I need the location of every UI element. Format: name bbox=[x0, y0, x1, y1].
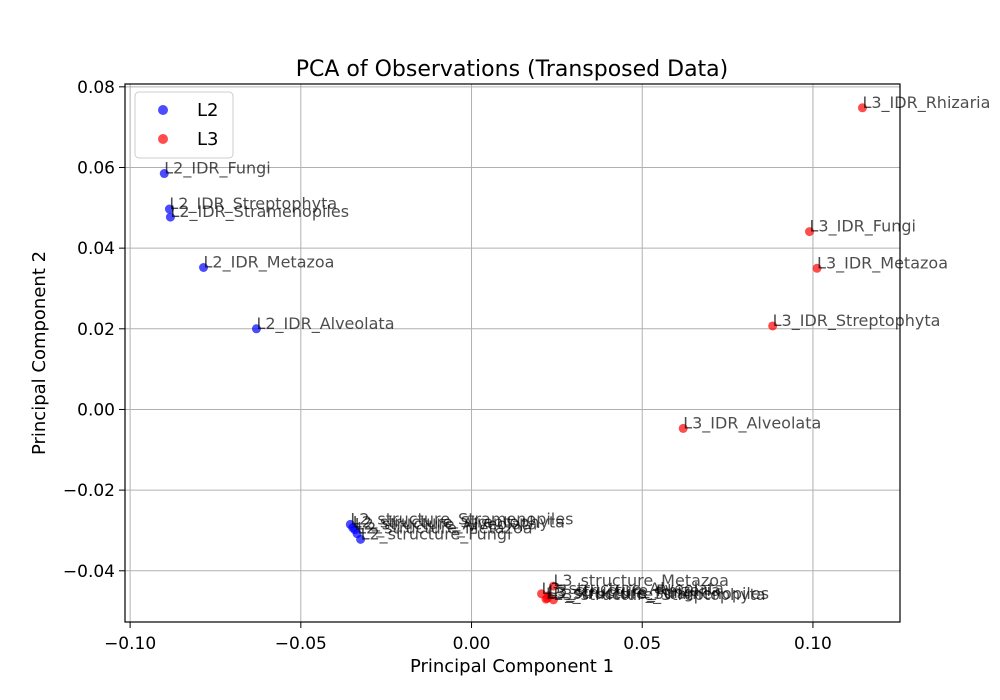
x-tick-label: −0.05 bbox=[275, 634, 327, 654]
point-label: L2_IDR_Alveolata bbox=[256, 314, 394, 334]
point-label: L2_IDR_Metazoa bbox=[204, 253, 335, 273]
legend-marker-l3 bbox=[158, 134, 168, 144]
data-point-l3 bbox=[548, 595, 558, 605]
data-point-l3 bbox=[548, 581, 558, 591]
point-label: L3_IDR_Streptophyta bbox=[773, 311, 941, 331]
point-label: L2_IDR_Stramenopiles bbox=[170, 202, 349, 222]
y-axis-label: Principal Component 2 bbox=[29, 251, 50, 455]
x-tick-label: 0.00 bbox=[453, 634, 491, 654]
point-label: L3_structure_Stramenopiles bbox=[546, 584, 769, 604]
data-point-l3 bbox=[678, 423, 688, 433]
legend-marker-l2 bbox=[158, 105, 168, 115]
point-label: L2_structure_Fungi bbox=[361, 524, 512, 544]
data-point-l3 bbox=[768, 321, 778, 331]
point-label: L3_IDR_Alveolata bbox=[683, 413, 821, 433]
data-point-l2 bbox=[165, 212, 175, 222]
legend-label-l3: L3 bbox=[197, 129, 218, 150]
y-tick-label: 0.08 bbox=[77, 78, 115, 98]
point-label: L2_structure_Streptophyta bbox=[353, 513, 565, 533]
point-label: L3_structure_Rhizaria bbox=[548, 581, 720, 601]
grid bbox=[125, 84, 900, 622]
point-label: L3_IDR_Fungi bbox=[810, 217, 916, 237]
x-tick-label: 0.05 bbox=[623, 634, 661, 654]
chart-title: PCA of Observations (Transposed Data) bbox=[296, 57, 729, 82]
data-points bbox=[159, 103, 867, 605]
data-point-l2 bbox=[199, 263, 209, 273]
y-tick-label: −0.04 bbox=[63, 562, 115, 582]
point-label: L2_structure_Stramenopiles bbox=[350, 509, 573, 529]
point-label: L2_IDR_Streptophyta bbox=[169, 194, 337, 214]
point-label: L3_structure_Fungi bbox=[547, 583, 698, 603]
y-tick-label: 0.02 bbox=[77, 320, 115, 340]
x-tick-label: 0.10 bbox=[794, 634, 832, 654]
point-label: L2_structure_Alveolata bbox=[355, 515, 538, 535]
plot-frame bbox=[124, 83, 901, 623]
data-point-l2 bbox=[356, 534, 366, 544]
legend-label-l2: L2 bbox=[197, 100, 218, 121]
point-label: L3_IDR_Rhizaria bbox=[862, 93, 990, 113]
point-label: L2_structure_Metazoa bbox=[357, 519, 532, 539]
point-label: L3_structure_Alveolata bbox=[542, 579, 725, 599]
point-labels: L2_IDR_Fungi L2_IDR_StreptophytaL2_IDR_St… bbox=[164, 93, 990, 605]
data-point-l2 bbox=[164, 204, 174, 214]
data-point-l2 bbox=[159, 169, 169, 179]
y-tick-label: 0.04 bbox=[77, 239, 115, 259]
y-tick-label: 0.06 bbox=[77, 158, 115, 178]
point-label: L2_IDR_Fungi bbox=[164, 159, 270, 179]
point-label: L3_structure_Metazoa bbox=[553, 571, 728, 591]
point-label: L3_IDR_Metazoa bbox=[817, 253, 948, 273]
y-tick-label: −0.02 bbox=[63, 481, 115, 501]
data-point-l3 bbox=[541, 594, 551, 604]
data-point-l3 bbox=[805, 227, 815, 237]
data-point-l3 bbox=[812, 263, 822, 273]
axis-ticks: −0.10 −0.05 0.00 0.05 0.10 −0.04 −0.02 0.00 0.02… bbox=[63, 78, 832, 654]
x-tick-label: −0.10 bbox=[104, 634, 156, 654]
data-point-l3 bbox=[857, 103, 867, 113]
x-axis-label: Principal Component 1 bbox=[410, 656, 614, 677]
legend: L2 L3 bbox=[134, 91, 234, 159]
data-point-l2 bbox=[251, 324, 261, 334]
y-tick-label: 0.00 bbox=[77, 400, 115, 420]
point-label: L3_structure_Streptophyta bbox=[553, 585, 765, 605]
